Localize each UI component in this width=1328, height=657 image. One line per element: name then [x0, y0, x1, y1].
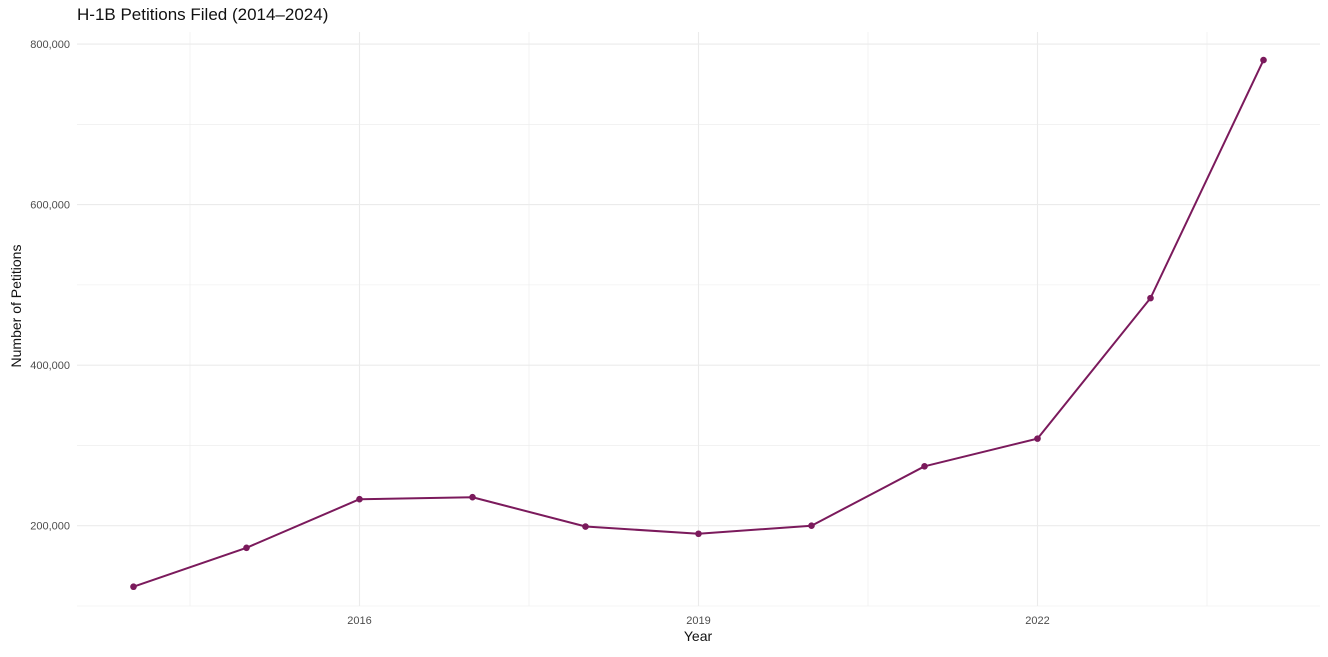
data-point [1034, 435, 1041, 442]
y-axis-label: Number of Petitions [8, 244, 24, 368]
data-point [921, 463, 928, 470]
y-tick-label: 400,000 [30, 360, 70, 372]
data-point [356, 495, 363, 503]
data-point [695, 530, 702, 538]
data-point [1260, 56, 1267, 64]
data-point [130, 583, 137, 591]
y-tick-labels: 200,000 400,000 600,000 800,000 [30, 39, 70, 533]
data-point [243, 544, 250, 552]
data-point [469, 493, 476, 501]
data-point [808, 522, 815, 530]
y-tick-label: 200,000 [30, 521, 70, 533]
x-axis-label: Year [683, 628, 713, 644]
data-point [582, 523, 589, 530]
x-tick-label: 2016 [347, 615, 371, 627]
chart-title: H-1B Petitions Filed (2014–2024) [77, 5, 329, 24]
x-tick-label: 2022 [1025, 615, 1049, 627]
x-tick-labels: 2016 2019 2022 [347, 615, 1049, 627]
y-tick-label: 800,000 [30, 39, 70, 51]
data-point [1147, 294, 1154, 302]
y-tick-label: 600,000 [30, 200, 70, 212]
series-layer [130, 56, 1267, 591]
x-tick-label: 2019 [686, 615, 710, 627]
major-gridlines [77, 32, 1320, 606]
